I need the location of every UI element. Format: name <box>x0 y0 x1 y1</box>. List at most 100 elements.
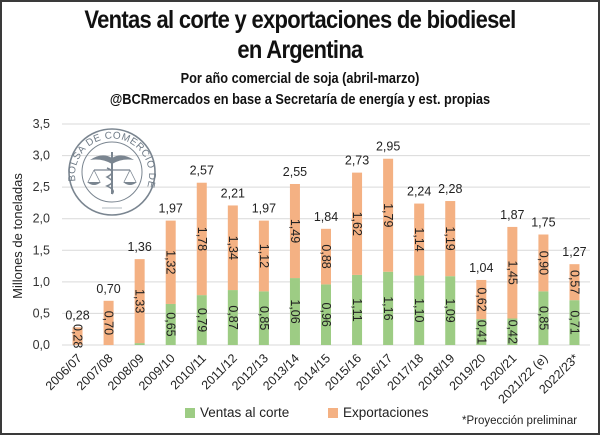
data-label-exportaciones: 1,45 <box>505 261 519 285</box>
bar-exportaciones <box>103 300 114 345</box>
data-label-total: 2,24 <box>407 185 431 199</box>
bar-exportaciones <box>134 259 145 344</box>
data-label-total: 1,04 <box>469 261 493 275</box>
data-label-total: 2,57 <box>190 164 214 178</box>
data-label-total: 1,97 <box>159 202 183 216</box>
bar-ventas-al-corte <box>165 303 176 345</box>
data-label-exportaciones: 0,57 <box>567 270 581 294</box>
data-label-exportaciones: 1,49 <box>288 219 302 243</box>
data-label-ventas: 1,11 <box>350 298 364 321</box>
data-label-exportaciones: 1,78 <box>195 227 209 251</box>
bar-ventas-al-corte <box>321 284 331 345</box>
legend-label-ventas: Ventas al corte <box>200 405 290 420</box>
bar-ventas-al-corte <box>289 278 300 345</box>
data-label-ventas: 0,71 <box>567 310 581 334</box>
chart-title-line1: Ventas al corte y exportaciones de biodi… <box>84 6 516 34</box>
chart-title-line2: en Argentina <box>237 36 363 64</box>
y-tick-label: 3,0 <box>33 149 50 163</box>
data-label-ventas: 1,10 <box>412 298 426 322</box>
data-label-exportaciones: 0,88 <box>319 244 333 268</box>
y-tick-label: 2,0 <box>33 212 50 226</box>
bars <box>72 158 580 345</box>
data-label-ventas: 1,16 <box>381 296 395 320</box>
data-label-exportaciones: 1,32 <box>164 250 178 274</box>
bar-exportaciones <box>538 234 549 292</box>
y-tick-label: 0,5 <box>33 306 50 320</box>
bar-exportaciones <box>289 183 300 279</box>
data-label-ventas: 0,85 <box>257 306 271 330</box>
bar-exportaciones <box>258 220 269 292</box>
data-label-ventas: 0,96 <box>319 303 333 327</box>
bar-exportaciones <box>165 220 176 304</box>
bar-ventas-al-corte <box>134 343 145 345</box>
bar-ventas-al-corte <box>196 295 207 345</box>
y-tick-label: 0,0 <box>33 338 50 352</box>
bar-exportaciones <box>445 201 456 277</box>
bar-exportaciones <box>196 182 207 296</box>
data-label-total: 1,27 <box>562 245 586 259</box>
bar-ventas-al-corte <box>414 275 425 345</box>
bar-exportaciones <box>227 205 238 291</box>
data-label-ventas: 0,41 <box>474 320 488 344</box>
data-label-ventas: 0,65 <box>164 312 178 336</box>
data-label-exportaciones: 0,62 <box>474 287 488 311</box>
data-label-exportaciones: 1,19 <box>443 226 457 250</box>
data-label-exportaciones: 1,79 <box>381 203 395 227</box>
data-label-exportaciones: 1,14 <box>412 227 426 251</box>
bar-exportaciones <box>569 264 580 301</box>
value-labels: 0,28 0,28 0,70 0,70 1,33 1,36 0,65 1,32 1,97 0,79… <box>65 140 586 349</box>
bar-ventas-al-corte <box>383 271 394 345</box>
data-label-exportaciones: 1,33 <box>133 289 147 313</box>
data-label-exportaciones: 1,34 <box>226 236 240 260</box>
bar-exportaciones <box>414 203 425 276</box>
bar-exportaciones <box>72 327 83 345</box>
data-label-exportaciones: 0,90 <box>536 251 550 275</box>
bar-ventas-al-corte <box>445 276 456 345</box>
data-label-total: 0,28 <box>65 308 89 322</box>
y-tick-label: 1,5 <box>33 243 50 257</box>
bar-ventas-al-corte <box>538 291 549 345</box>
data-label-total: 1,75 <box>531 216 555 230</box>
x-axis-labels: 2006/072007/082008/092009/102010/112011/… <box>43 351 582 406</box>
bar-exportaciones <box>507 226 518 319</box>
data-label-total: 2,28 <box>438 182 462 196</box>
bar-ventas-al-corte <box>258 291 269 345</box>
data-label-exportaciones: 0,28 <box>71 324 85 348</box>
bar-exportaciones <box>476 279 487 320</box>
data-label-total: 1,84 <box>314 210 338 224</box>
data-label-total: 2,95 <box>376 140 400 154</box>
y-tick-label: 1,0 <box>33 275 50 289</box>
y-tick-label: 2,5 <box>33 180 50 194</box>
chart-source: @BCRmercados en base a Secretaría de ene… <box>109 91 491 108</box>
bcr-logo-icon: BOLSA DE COMERCIO DE ROSARIO <box>67 128 157 216</box>
data-label-total: 1,97 <box>252 202 276 216</box>
data-label-ventas: 1,09 <box>443 298 457 322</box>
data-label-ventas: 0,85 <box>536 306 550 330</box>
data-label-total: 1,87 <box>500 208 524 222</box>
bar-exportaciones <box>383 158 394 272</box>
data-label-total: 0,70 <box>96 282 120 296</box>
y-axis-ticks: 0,0 0,5 1,0 1,5 2,0 2,5 3,0 3,5 <box>33 117 50 352</box>
data-label-exportaciones: 1,62 <box>350 212 364 236</box>
footnote: *Proyección preliminar <box>462 415 578 427</box>
bar-ventas-al-corte <box>569 300 580 345</box>
y-axis-label: Millones de toneladas <box>10 173 25 299</box>
data-label-ventas: 0,42 <box>505 320 519 344</box>
data-label-total: 2,55 <box>283 165 307 179</box>
chart-subtitle: Por año comercial de soja (abril-marzo) <box>180 70 420 87</box>
bar-ventas-al-corte <box>476 319 487 345</box>
legend-swatch-ventas <box>185 408 195 418</box>
data-label-exportaciones: 0,70 <box>102 311 116 335</box>
data-label-total: 2,73 <box>345 154 369 168</box>
data-label-ventas: 1,06 <box>288 299 302 323</box>
bar-ventas-al-corte <box>507 318 518 345</box>
bar-exportaciones <box>321 228 331 285</box>
bar-ventas-al-corte <box>227 290 238 345</box>
legend-swatch-exportaciones <box>328 408 338 418</box>
data-label-total: 1,36 <box>127 240 151 254</box>
bar-exportaciones <box>352 172 363 275</box>
legend-label-exportaciones: Exportaciones <box>343 405 429 420</box>
data-label-ventas: 0,87 <box>226 305 240 329</box>
